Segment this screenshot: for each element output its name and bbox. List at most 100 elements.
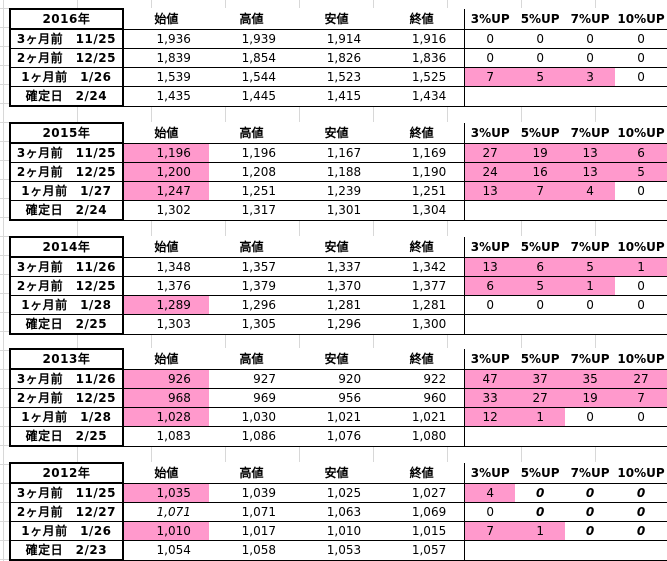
cell-high[interactable]: 1,030 — [208, 407, 294, 427]
column-header-up7[interactable]: 7%UP — [565, 9, 616, 30]
cell-up3[interactable]: 0 — [464, 29, 516, 49]
cell-high[interactable]: 1,058 — [208, 540, 294, 561]
cell-up5[interactable]: 0 — [515, 502, 566, 522]
cell-up10[interactable]: 0 — [615, 48, 667, 68]
row-label[interactable]: 確定日 2/25 — [9, 426, 124, 447]
cell-high[interactable]: 1,544 — [208, 67, 294, 87]
cell-open[interactable]: 1,054 — [122, 540, 209, 561]
cell-high[interactable]: 1,086 — [208, 426, 294, 447]
cell-up3[interactable]: 13 — [464, 181, 516, 201]
cell-up10[interactable]: 0 — [615, 181, 667, 201]
cell-low[interactable]: 1,239 — [294, 181, 380, 201]
cell-up5[interactable]: 5 — [515, 67, 566, 87]
cell-up3[interactable]: 33 — [464, 388, 516, 408]
cell-up3[interactable]: 7 — [464, 521, 516, 541]
cell-up5[interactable]: 7 — [515, 181, 566, 201]
cell-high[interactable]: 1,208 — [208, 162, 294, 182]
cell-open[interactable]: 1,539 — [122, 67, 209, 87]
column-header-up3[interactable]: 3%UP — [464, 123, 516, 144]
row-label[interactable]: 2ヶ月前 12/25 — [9, 276, 124, 296]
column-header-up3[interactable]: 3%UP — [464, 9, 516, 30]
cell-up7[interactable]: 19 — [565, 388, 616, 408]
cell-up10[interactable]: 27 — [615, 369, 667, 389]
column-header-close[interactable]: 終値 — [379, 9, 465, 30]
cell-low[interactable]: 920 — [294, 369, 380, 389]
cell-close[interactable]: 1,069 — [379, 502, 465, 522]
cell-up5[interactable]: 5 — [515, 276, 566, 296]
cell-up5[interactable]: 27 — [515, 388, 566, 408]
cell-up10[interactable]: 0 — [615, 407, 667, 427]
cell-open[interactable]: 1,196 — [122, 143, 209, 163]
cell-up5[interactable]: 6 — [515, 257, 566, 277]
row-label[interactable]: 1ヶ月前 1/26 — [9, 521, 124, 541]
column-header-up10[interactable]: 10%UP — [615, 463, 667, 484]
cell-up7[interactable]: 0 — [565, 48, 616, 68]
cell-up10[interactable]: 1 — [615, 257, 667, 277]
cell-up5[interactable]: 16 — [515, 162, 566, 182]
cell-up5[interactable] — [515, 426, 566, 447]
column-header-open[interactable]: 始値 — [122, 237, 209, 258]
cell-up7[interactable]: 4 — [565, 181, 616, 201]
cell-open[interactable]: 1,376 — [122, 276, 209, 296]
column-header-up5[interactable]: 5%UP — [515, 237, 566, 258]
cell-high[interactable]: 1,251 — [208, 181, 294, 201]
cell-up7[interactable]: 3 — [565, 67, 616, 87]
cell-open[interactable]: 926 — [122, 369, 209, 389]
cell-low[interactable]: 1,053 — [294, 540, 380, 561]
cell-up5[interactable]: 19 — [515, 143, 566, 163]
cell-up7[interactable] — [565, 200, 616, 221]
cell-close[interactable]: 1,251 — [379, 181, 465, 201]
cell-low[interactable]: 1,281 — [294, 295, 380, 315]
cell-up5[interactable]: 0 — [515, 483, 566, 503]
cell-low[interactable]: 1,370 — [294, 276, 380, 296]
column-header-open[interactable]: 始値 — [122, 349, 209, 370]
cell-up5[interactable]: 0 — [515, 48, 566, 68]
cell-close[interactable]: 1,281 — [379, 295, 465, 315]
cell-up7[interactable] — [565, 86, 616, 107]
cell-up10[interactable]: 5 — [615, 162, 667, 182]
row-label[interactable]: 3ヶ月前 11/25 — [9, 29, 124, 49]
row-label[interactable]: 2ヶ月前 12/27 — [9, 502, 124, 522]
cell-close[interactable]: 1,015 — [379, 521, 465, 541]
cell-open[interactable]: 1,010 — [122, 521, 209, 541]
cell-up3[interactable]: 7 — [464, 67, 516, 87]
year-label[interactable]: 2013年 — [9, 348, 124, 370]
cell-close[interactable]: 1,434 — [379, 86, 465, 107]
row-label[interactable]: 確定日 2/24 — [9, 200, 124, 221]
cell-open[interactable]: 1,289 — [122, 295, 209, 315]
column-header-close[interactable]: 終値 — [379, 463, 465, 484]
cell-up10[interactable]: 0 — [615, 276, 667, 296]
column-header-low[interactable]: 安値 — [294, 9, 380, 30]
cell-close[interactable]: 1,027 — [379, 483, 465, 503]
cell-close[interactable]: 1,377 — [379, 276, 465, 296]
cell-open[interactable]: 1,303 — [122, 314, 209, 335]
cell-low[interactable]: 1,523 — [294, 67, 380, 87]
cell-up10[interactable]: 0 — [615, 502, 667, 522]
cell-up3[interactable]: 0 — [464, 502, 516, 522]
cell-low[interactable]: 1,914 — [294, 29, 380, 49]
column-header-high[interactable]: 高値 — [208, 463, 294, 484]
cell-up7[interactable]: 0 — [565, 295, 616, 315]
cell-up10[interactable]: 0 — [615, 295, 667, 315]
cell-up7[interactable]: 0 — [565, 483, 616, 503]
cell-high[interactable]: 1,039 — [208, 483, 294, 503]
cell-up10[interactable]: 0 — [615, 67, 667, 87]
cell-up10[interactable] — [615, 314, 667, 335]
cell-high[interactable]: 1,296 — [208, 295, 294, 315]
cell-up10[interactable] — [615, 86, 667, 107]
cell-close[interactable]: 1,342 — [379, 257, 465, 277]
cell-up7[interactable]: 13 — [565, 143, 616, 163]
cell-close[interactable]: 1,304 — [379, 200, 465, 221]
row-label[interactable]: 確定日 2/25 — [9, 314, 124, 335]
cell-close[interactable]: 1,525 — [379, 67, 465, 87]
cell-open[interactable]: 1,348 — [122, 257, 209, 277]
row-label[interactable]: 2ヶ月前 12/25 — [9, 48, 124, 68]
cell-up5[interactable]: 0 — [515, 29, 566, 49]
row-label[interactable]: 3ヶ月前 11/26 — [9, 369, 124, 389]
column-header-high[interactable]: 高値 — [208, 123, 294, 144]
row-label[interactable]: 確定日 2/23 — [9, 540, 124, 561]
column-header-up3[interactable]: 3%UP — [464, 237, 516, 258]
cell-open[interactable]: 1,936 — [122, 29, 209, 49]
column-header-up5[interactable]: 5%UP — [515, 463, 566, 484]
cell-up7[interactable]: 0 — [565, 407, 616, 427]
